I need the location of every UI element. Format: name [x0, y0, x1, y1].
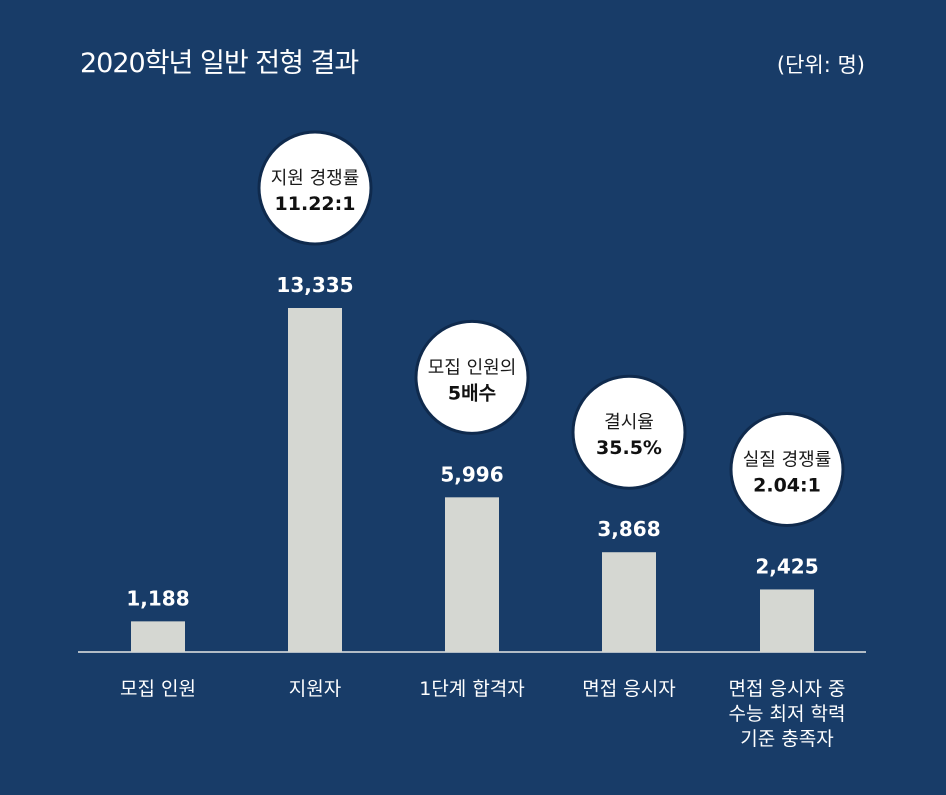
value-label-4: 3,868 [597, 517, 660, 541]
value-label-3: 5,996 [440, 462, 503, 486]
annotation-text-5: 실질 경쟁률 [743, 449, 832, 470]
category-label-2: 지원자 [289, 678, 341, 700]
value-label-1: 1,188 [126, 586, 189, 610]
annotation-value-3: 5배수 [448, 382, 496, 404]
annotation-bubble-3 [414, 319, 530, 435]
bar-4 [602, 552, 656, 652]
category-label-5-line-2: 수능 최저 학력 [729, 703, 846, 725]
chart-title: 2020학년 일반 전형 결과 [80, 48, 358, 79]
bar-1 [131, 621, 185, 652]
category-label-4: 면접 응시자 [582, 678, 675, 700]
value-label-5: 2,425 [755, 554, 818, 578]
category-label-5-line-1: 면접 응시자 중 [729, 678, 846, 700]
annotation-value-4: 35.5% [596, 437, 662, 459]
category-label-1: 모집 인원 [120, 678, 196, 700]
annotation-bubble-2 [257, 130, 373, 246]
annotation-text-4: 결시율 [604, 412, 654, 433]
annotation-value-5: 2.04:1 [753, 474, 821, 496]
bar-3 [445, 497, 499, 652]
bar-5 [760, 589, 814, 652]
bar-2 [288, 308, 342, 652]
unit-label: (단위: 명) [777, 53, 865, 77]
category-label-3: 1단계 합격자 [419, 678, 525, 700]
category-label-5-line-3: 기준 충족자 [740, 728, 833, 750]
annotation-value-2: 11.22:1 [275, 193, 356, 215]
annotation-bubble-4 [571, 374, 687, 490]
annotation-text-2: 지원 경쟁률 [271, 168, 360, 189]
annotation-bubble-5 [729, 411, 845, 527]
value-label-2: 13,335 [276, 273, 353, 297]
annotation-text-3: 모집 인원의 [428, 357, 517, 378]
chart-marks: 1,188 모집 인원 13,335 지원자 지원 경쟁률 11.22:1 5,996 1단계… [120, 130, 846, 750]
